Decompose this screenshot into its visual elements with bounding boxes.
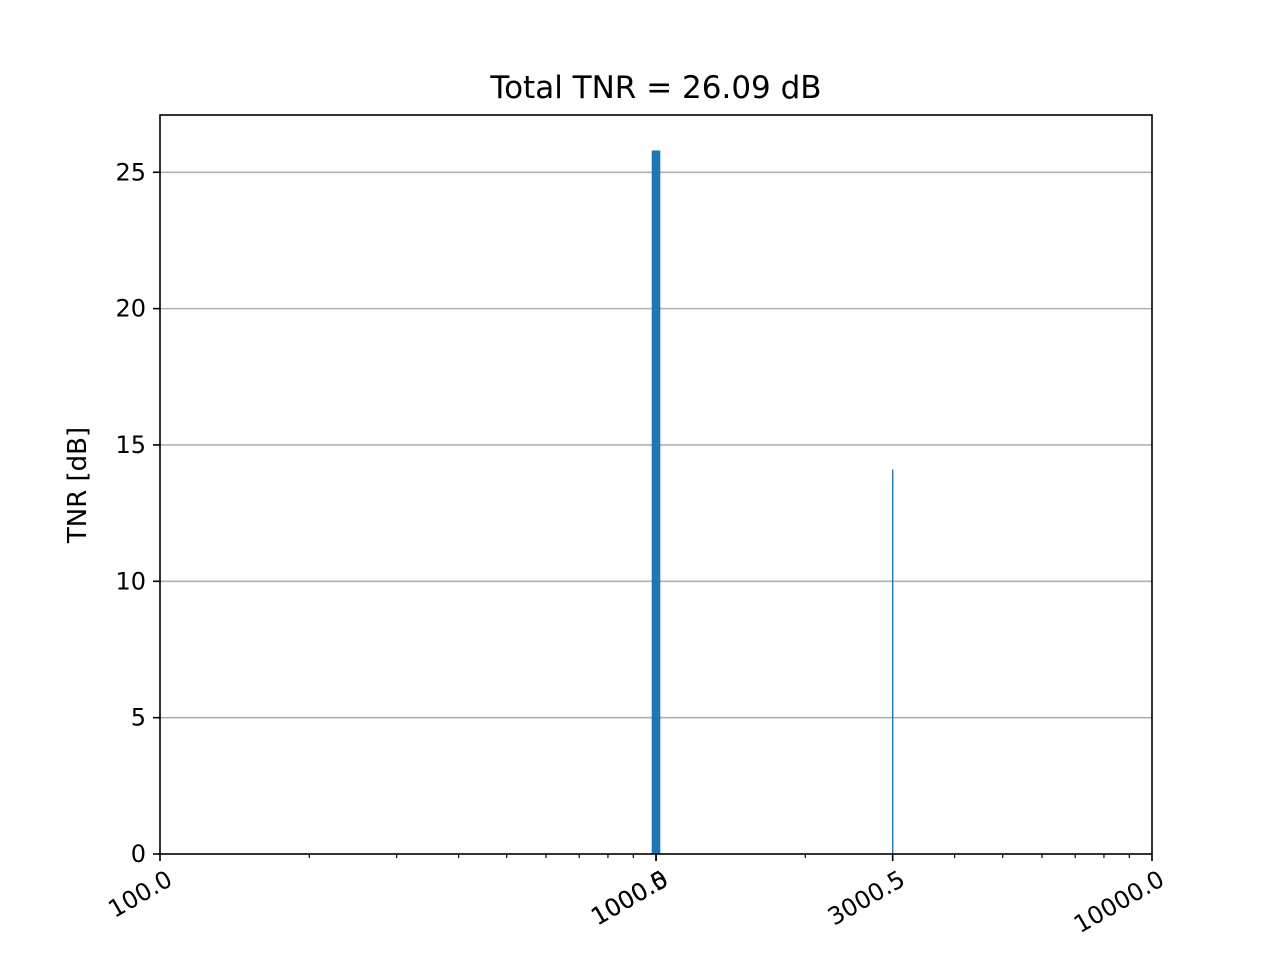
y-tick-label: 15 <box>115 431 146 459</box>
bars <box>651 150 894 854</box>
bar <box>891 469 894 854</box>
y-tick-label: 5 <box>131 704 146 732</box>
chart-title: Total TNR = 26.09 dB <box>489 70 821 106</box>
y-axis-label: TNR [dB] <box>63 427 93 544</box>
y-axis-ticks: 0 5 10 15 20 25 <box>115 158 160 868</box>
y-tick-label: 20 <box>115 295 146 323</box>
x-tick-label: 1000.5 <box>586 865 673 931</box>
x-tick-label: 3000.5 <box>823 865 910 931</box>
y-tick-label: 25 <box>115 158 146 186</box>
bar <box>651 150 661 854</box>
x-tick-label: 100.0 <box>103 865 177 924</box>
y-tick-label: 10 <box>115 567 146 595</box>
x-tick-label: 10000.0 <box>1069 865 1169 939</box>
y-tick-label: 0 <box>131 840 146 868</box>
